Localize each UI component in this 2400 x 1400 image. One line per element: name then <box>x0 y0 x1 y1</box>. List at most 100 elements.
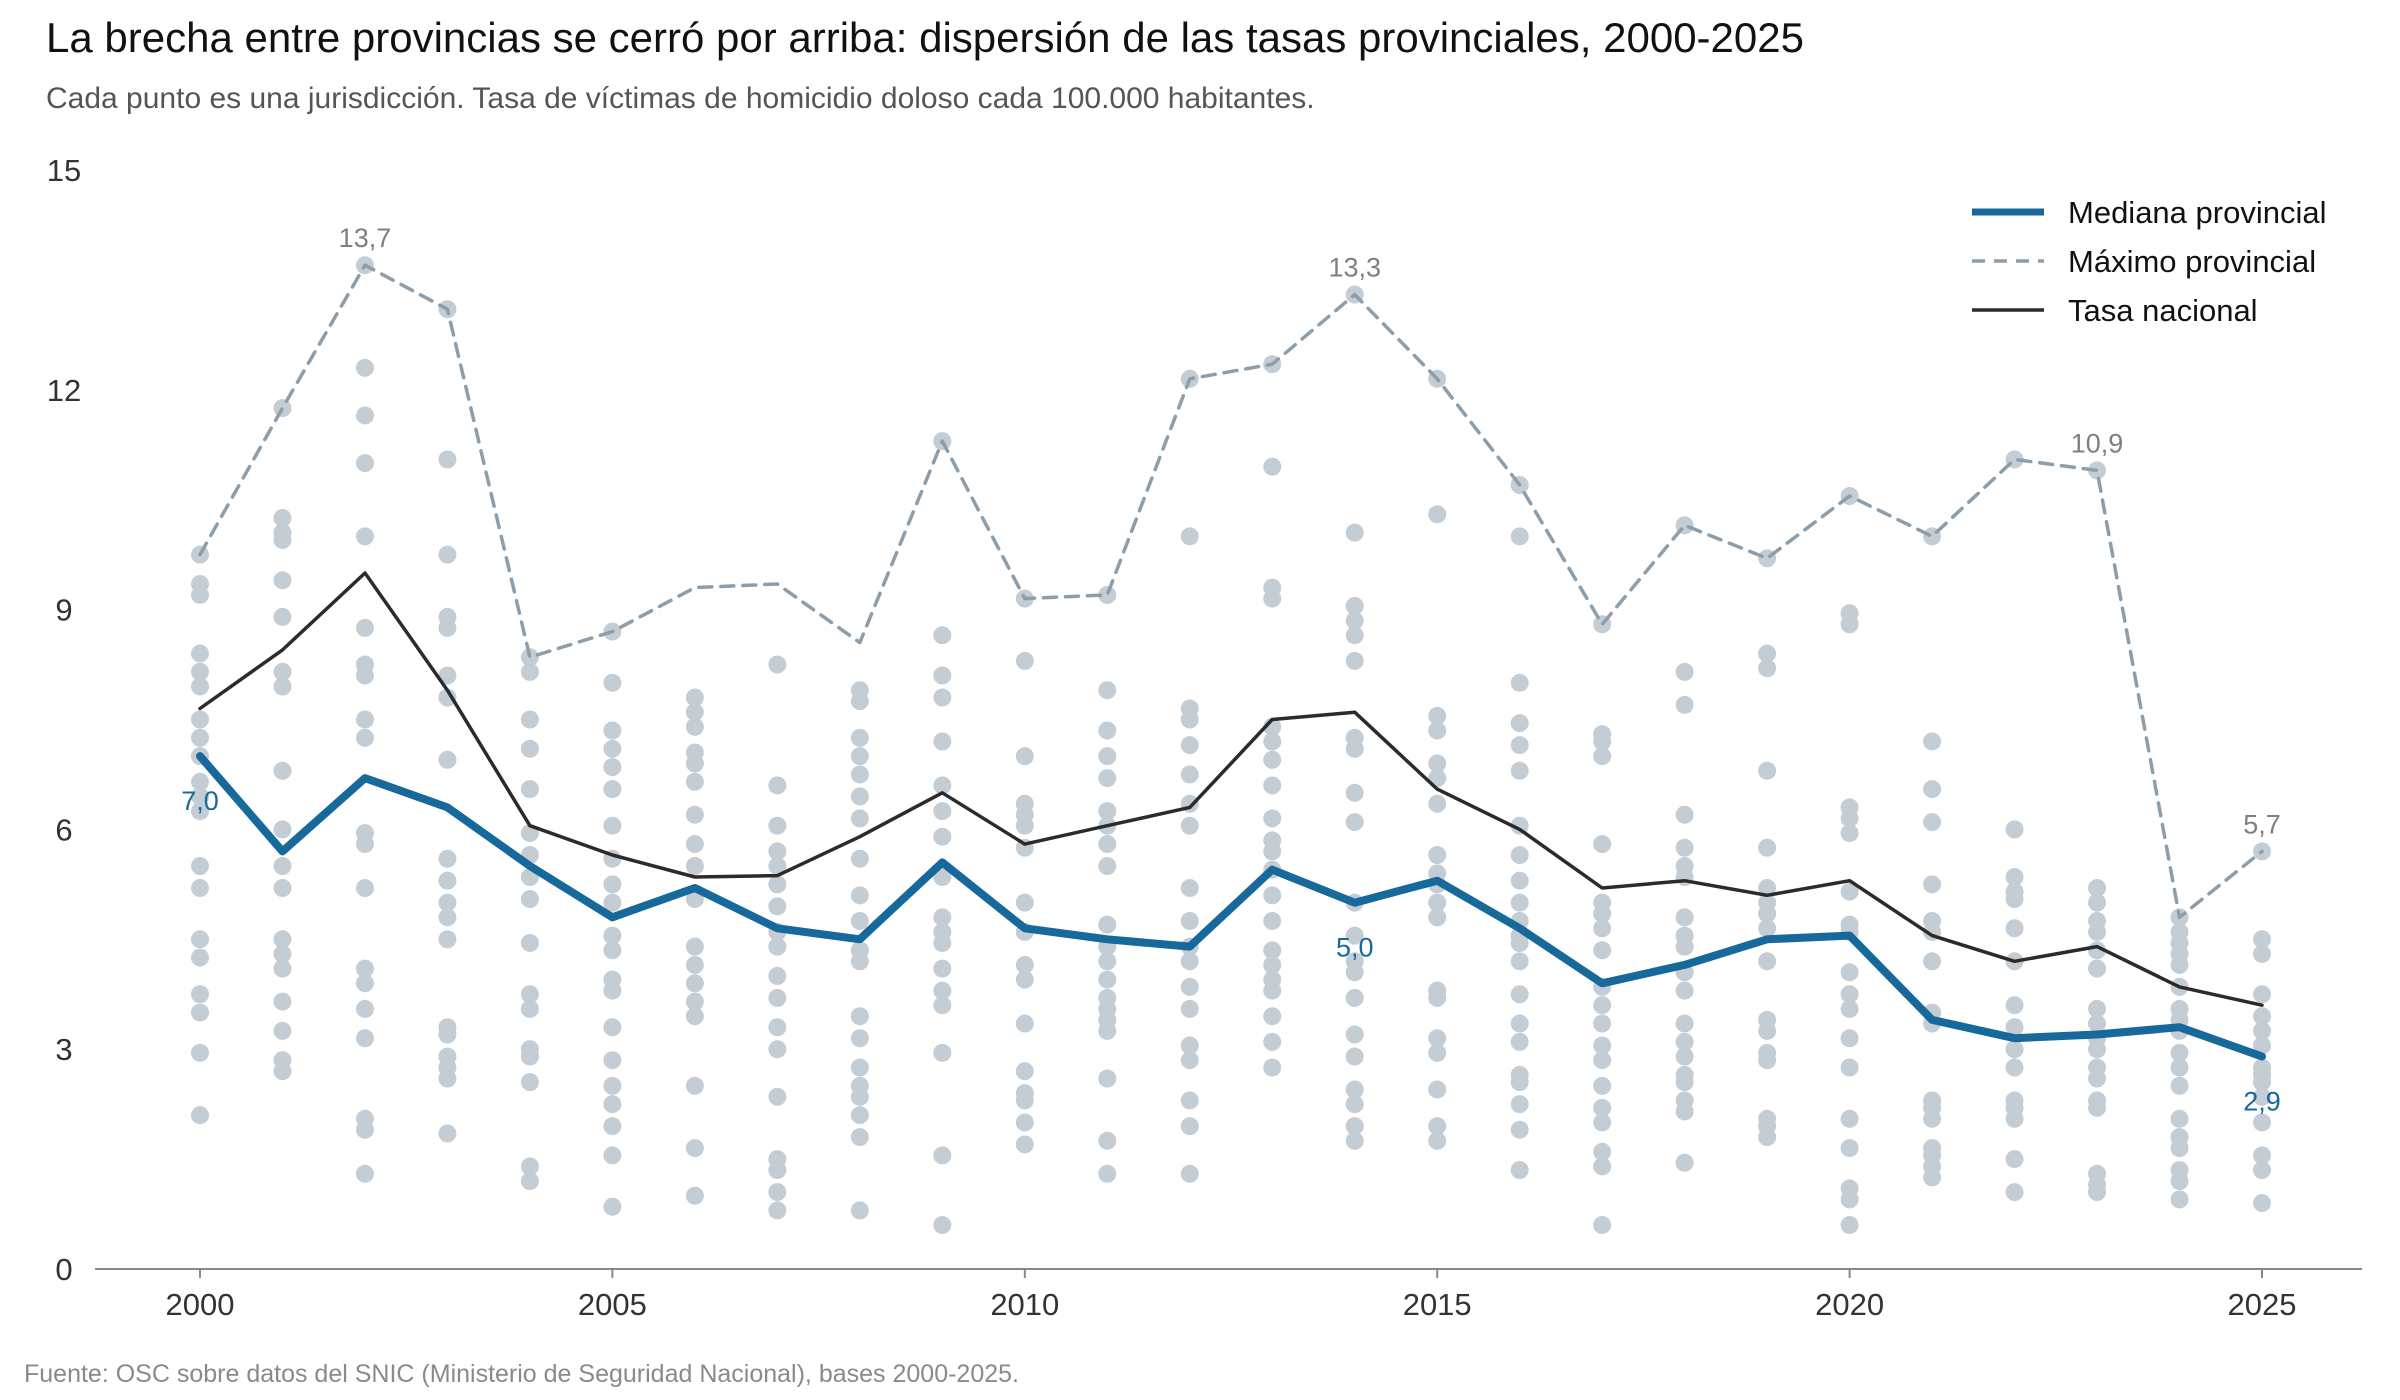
province-dot <box>2005 890 2024 909</box>
province-dot <box>1758 1021 1777 1040</box>
province-dot <box>933 626 952 645</box>
y-tick-label: 9 <box>55 593 72 628</box>
province-dot <box>685 805 704 824</box>
province-dot <box>1758 879 1777 898</box>
province-dot <box>1263 842 1282 861</box>
province-dot <box>685 1139 704 1158</box>
province-dot <box>1840 1190 1859 1209</box>
province-dot <box>1593 1051 1612 1070</box>
province-dot <box>520 1157 539 1176</box>
province-dot <box>1345 813 1364 832</box>
province-dot <box>1098 835 1117 854</box>
province-dot <box>768 655 787 674</box>
province-dot <box>1263 1032 1282 1051</box>
province-dot <box>1345 1025 1364 1044</box>
y-tick-label: 12 <box>47 373 81 408</box>
province-dot <box>1015 1091 1034 1110</box>
province-dot <box>1840 882 1859 901</box>
province-dot <box>355 728 374 747</box>
province-dot <box>1263 776 1282 795</box>
province-dot <box>1675 1102 1694 1121</box>
province-dot <box>850 747 869 766</box>
province-dot <box>1593 835 1612 854</box>
province-dot <box>1345 611 1364 630</box>
province-dot <box>191 802 209 821</box>
province-dot <box>685 1076 704 1095</box>
province-dot <box>1758 761 1777 780</box>
province-dot <box>2088 1040 2107 1059</box>
province-dot <box>1758 838 1777 857</box>
province-dot <box>1263 911 1282 930</box>
province-dot <box>1180 952 1199 971</box>
province-dot <box>1098 1164 1117 1183</box>
province-dot <box>603 1095 622 1114</box>
province-dot <box>1180 816 1199 835</box>
province-dot <box>1098 1131 1117 1150</box>
province-dot <box>850 886 869 905</box>
province-dot <box>273 761 292 780</box>
province-dot <box>1593 919 1612 938</box>
province-dot <box>1263 457 1282 476</box>
province-dot <box>1180 911 1199 930</box>
province-dot <box>1675 1153 1694 1172</box>
province-dot <box>273 820 292 839</box>
x-tick-label: 2015 <box>1403 1287 1472 1322</box>
province-dot <box>933 776 952 795</box>
province-dot <box>1180 879 1199 898</box>
province-dot <box>933 1146 952 1165</box>
province-dot <box>850 692 869 711</box>
province-dot <box>2253 1007 2271 1026</box>
province-dot <box>1675 981 1694 1000</box>
province-dot <box>1593 1157 1612 1176</box>
province-dot <box>1098 721 1117 740</box>
province-dot <box>1675 937 1694 956</box>
province-dot <box>1015 747 1034 766</box>
province-dot <box>355 358 374 377</box>
province-dot <box>603 739 622 758</box>
province-dot <box>438 666 457 685</box>
province-dot <box>1675 1032 1694 1051</box>
legend-label: Máximo provincial <box>2068 244 2316 279</box>
value-annotations: 13,7 13,3 10,9 5,7 7,0 5,0 2,9 <box>181 223 2281 1116</box>
legend: Mediana provincial Máximo provincial Tasa … <box>1972 195 2326 328</box>
province-dot <box>850 1007 869 1026</box>
province-dot <box>2253 1194 2271 1213</box>
province-dot <box>1263 941 1282 960</box>
chart-title: La brecha entre provincias se cerró por … <box>46 14 1804 61</box>
province-dot <box>685 703 704 722</box>
province-dot <box>933 827 952 846</box>
province-dot <box>273 857 292 876</box>
province-dot <box>1510 1161 1529 1180</box>
province-dot <box>191 985 209 1004</box>
province-dot <box>2005 1109 2024 1128</box>
province-dot <box>191 644 209 663</box>
province-dot <box>191 710 209 729</box>
province-dot <box>1015 1135 1034 1154</box>
province-dot <box>1098 952 1117 971</box>
province-dot <box>1428 1117 1447 1136</box>
province-dot <box>1675 1047 1694 1066</box>
province-dot <box>685 772 704 791</box>
province-dot <box>2170 1058 2189 1077</box>
province-dot <box>1510 1032 1529 1051</box>
province-dot <box>850 849 869 868</box>
value-annotation: 5,0 <box>1336 933 1374 963</box>
province-dot <box>355 454 374 473</box>
province-dot <box>1923 732 1942 751</box>
province-dot <box>520 662 539 681</box>
province-dot <box>2005 1040 2024 1059</box>
legend-label: Tasa nacional <box>2068 293 2258 328</box>
province-dot <box>1345 626 1364 645</box>
province-dot <box>1758 919 1777 938</box>
province-dot <box>1923 952 1942 971</box>
province-dot <box>1428 908 1447 927</box>
province-dot <box>603 758 622 777</box>
province-dot <box>2088 999 2107 1018</box>
province-dot <box>1428 505 1447 524</box>
province-dot <box>191 930 209 949</box>
province-dot <box>603 1051 622 1070</box>
chart-subtitle: Cada punto es una jurisdicción. Tasa de … <box>46 82 1315 115</box>
province-dot <box>1428 794 1447 813</box>
province-dot <box>1840 615 1859 634</box>
province-dot <box>438 893 457 912</box>
